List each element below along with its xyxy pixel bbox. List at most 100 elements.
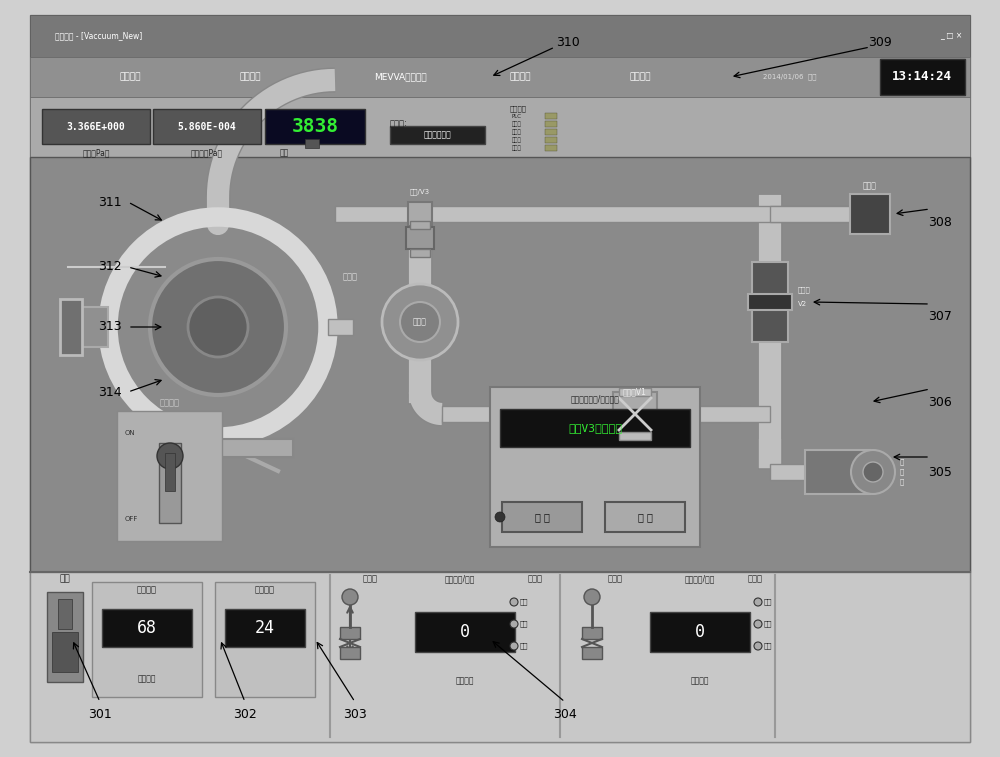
Text: 弧子源: 弧子源 — [413, 317, 427, 326]
Text: 点击设定: 点击设定 — [456, 677, 474, 686]
Text: 309: 309 — [868, 36, 892, 48]
Text: 306: 306 — [928, 395, 952, 409]
Circle shape — [510, 620, 518, 628]
FancyBboxPatch shape — [545, 113, 557, 119]
Text: 5.860E-004: 5.860E-004 — [178, 122, 236, 132]
FancyBboxPatch shape — [619, 432, 651, 440]
Text: 312: 312 — [98, 260, 122, 273]
Text: 自动: 自动 — [520, 643, 528, 650]
Text: 左阀门: 左阀门 — [362, 575, 378, 584]
Text: 0: 0 — [695, 623, 705, 641]
Circle shape — [188, 297, 248, 357]
FancyBboxPatch shape — [305, 139, 319, 148]
FancyBboxPatch shape — [410, 221, 430, 229]
Text: 314: 314 — [98, 385, 122, 398]
Text: 全关: 全关 — [764, 599, 772, 606]
FancyBboxPatch shape — [60, 299, 82, 355]
Text: 自 动: 自 动 — [638, 512, 652, 522]
FancyBboxPatch shape — [159, 443, 181, 523]
Text: 304: 304 — [553, 709, 577, 721]
Text: 运行系统 - [Vaccuum_New]: 运行系统 - [Vaccuum_New] — [55, 32, 142, 41]
FancyBboxPatch shape — [490, 387, 700, 547]
Text: 68: 68 — [137, 619, 157, 637]
FancyBboxPatch shape — [153, 109, 261, 144]
Circle shape — [754, 598, 762, 606]
Text: 真空操作: 真空操作 — [119, 73, 141, 82]
FancyBboxPatch shape — [850, 194, 890, 234]
Text: 温控器: 温控器 — [512, 137, 522, 143]
Circle shape — [510, 642, 518, 650]
Text: 锁定乐作状态: 锁定乐作状态 — [423, 130, 451, 139]
FancyBboxPatch shape — [143, 439, 293, 457]
Text: MEVVA离子注入: MEVVA离子注入 — [374, 73, 426, 82]
Text: ON: ON — [125, 430, 136, 436]
FancyBboxPatch shape — [30, 572, 970, 742]
Text: 弧源流积: 弧源流积 — [239, 73, 261, 82]
Circle shape — [115, 224, 321, 430]
Text: 313: 313 — [98, 320, 122, 334]
FancyBboxPatch shape — [502, 502, 582, 532]
Text: 退出系统: 退出系统 — [629, 73, 651, 82]
FancyBboxPatch shape — [770, 464, 805, 480]
Text: 311: 311 — [98, 195, 122, 208]
FancyBboxPatch shape — [58, 599, 72, 629]
Text: 303: 303 — [343, 709, 367, 721]
FancyBboxPatch shape — [500, 409, 690, 447]
Text: 302: 302 — [233, 709, 257, 721]
Text: 305: 305 — [928, 466, 952, 478]
Text: 真空计: 真空计 — [512, 121, 522, 126]
Text: 点击设定: 点击设定 — [138, 674, 156, 684]
FancyBboxPatch shape — [390, 126, 485, 144]
Text: 流量显示/设定: 流量显示/设定 — [685, 575, 715, 584]
Text: 自动: 自动 — [764, 643, 772, 650]
Text: 13:14:24: 13:14:24 — [892, 70, 952, 83]
Text: 前级阀V1: 前级阀V1 — [623, 388, 647, 397]
Text: 操作员:: 操作员: — [390, 120, 408, 129]
FancyBboxPatch shape — [47, 592, 83, 682]
Circle shape — [400, 302, 440, 342]
Text: 复位: 复位 — [280, 148, 289, 157]
Text: PLC: PLC — [512, 114, 522, 119]
Text: 阀状态: 阀状态 — [528, 575, 542, 584]
Text: 阀状态: 阀状态 — [748, 575, 763, 584]
Text: 0: 0 — [460, 623, 470, 641]
Circle shape — [510, 598, 518, 606]
Circle shape — [863, 462, 883, 482]
Circle shape — [851, 450, 895, 494]
FancyBboxPatch shape — [52, 632, 78, 672]
FancyBboxPatch shape — [545, 121, 557, 127]
Text: 械: 械 — [900, 469, 904, 475]
FancyBboxPatch shape — [80, 307, 108, 347]
FancyBboxPatch shape — [408, 202, 432, 226]
Text: 全开: 全开 — [764, 621, 772, 628]
FancyBboxPatch shape — [406, 227, 434, 249]
Text: 3838: 3838 — [292, 117, 338, 136]
Text: 温度计: 温度计 — [512, 145, 522, 151]
Text: V2: V2 — [798, 301, 807, 307]
FancyBboxPatch shape — [328, 319, 353, 335]
FancyBboxPatch shape — [340, 627, 360, 639]
FancyBboxPatch shape — [582, 627, 602, 639]
Circle shape — [382, 284, 458, 360]
Text: 放气阀: 放气阀 — [863, 182, 877, 191]
Text: 弧积源: 弧积源 — [342, 273, 358, 282]
Text: 机: 机 — [900, 459, 904, 466]
FancyBboxPatch shape — [582, 647, 602, 659]
FancyBboxPatch shape — [117, 411, 222, 541]
Text: 307: 307 — [928, 310, 952, 323]
Text: 全开: 全开 — [520, 621, 528, 628]
Text: 旁油阀: 旁油阀 — [798, 287, 811, 293]
Text: 流量显示/设定: 流量显示/设定 — [445, 575, 475, 584]
Text: 水箱器: 水箱器 — [512, 129, 522, 135]
Text: 全关: 全关 — [520, 599, 528, 606]
FancyBboxPatch shape — [335, 206, 890, 222]
FancyBboxPatch shape — [605, 502, 685, 532]
FancyBboxPatch shape — [410, 249, 430, 257]
Text: 靶室温度: 靶室温度 — [137, 585, 157, 594]
FancyBboxPatch shape — [880, 59, 965, 95]
FancyBboxPatch shape — [340, 647, 360, 659]
FancyBboxPatch shape — [650, 612, 750, 652]
Text: _ □ ×: _ □ × — [940, 32, 962, 41]
FancyBboxPatch shape — [215, 582, 315, 697]
FancyBboxPatch shape — [545, 137, 557, 143]
